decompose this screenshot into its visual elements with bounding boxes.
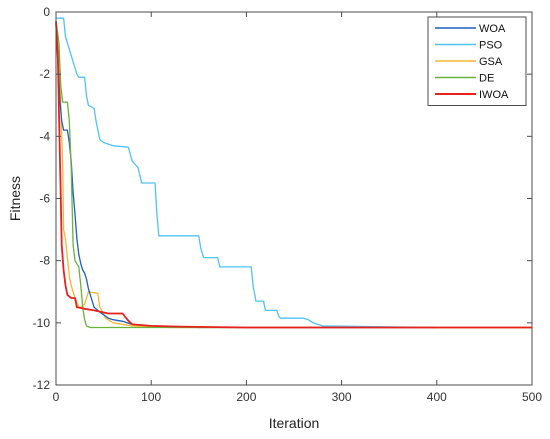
x-tick-label-4: 400 bbox=[427, 390, 447, 404]
y-tick-label-4: -8 bbox=[39, 254, 50, 268]
legend-label-gsa: GSA bbox=[479, 56, 503, 68]
series-line-iwoa bbox=[55, 21, 532, 329]
ticks-layer: 0 100 200 300 400 500 0 -2 -4 -6 -8 -10 -12 bbox=[33, 5, 543, 404]
legend: WOA PSO GSA DE IWOA bbox=[427, 16, 527, 106]
legend-label-woa: WOA bbox=[479, 23, 506, 35]
y-tick-label-5: -10 bbox=[33, 316, 51, 330]
legend-label-de: DE bbox=[479, 73, 494, 85]
series-line-pso bbox=[56, 17, 437, 329]
y-axis-title: Fitness bbox=[7, 176, 23, 221]
x-tick-label-5: 500 bbox=[522, 390, 542, 404]
x-axis-title: Iteration bbox=[269, 415, 320, 431]
y-tick-label-6: -12 bbox=[33, 378, 51, 392]
legend-label-pso: PSO bbox=[479, 40, 503, 52]
y-tick-label-1: -2 bbox=[39, 67, 50, 81]
y-tick-label-2: -4 bbox=[39, 129, 50, 143]
x-tick-label-0: 0 bbox=[53, 390, 60, 404]
x-tick-label-1: 100 bbox=[141, 390, 161, 404]
series-line-woa bbox=[55, 24, 437, 329]
y-tick-label-0: 0 bbox=[43, 5, 50, 19]
x-tick-label-3: 300 bbox=[332, 390, 352, 404]
series-line-de bbox=[55, 21, 532, 329]
x-tick-label-2: 200 bbox=[236, 390, 256, 404]
series-layer bbox=[55, 17, 532, 329]
legend-label-iwoa: IWOA bbox=[479, 89, 509, 101]
y-tick-label-3: -6 bbox=[39, 192, 50, 206]
